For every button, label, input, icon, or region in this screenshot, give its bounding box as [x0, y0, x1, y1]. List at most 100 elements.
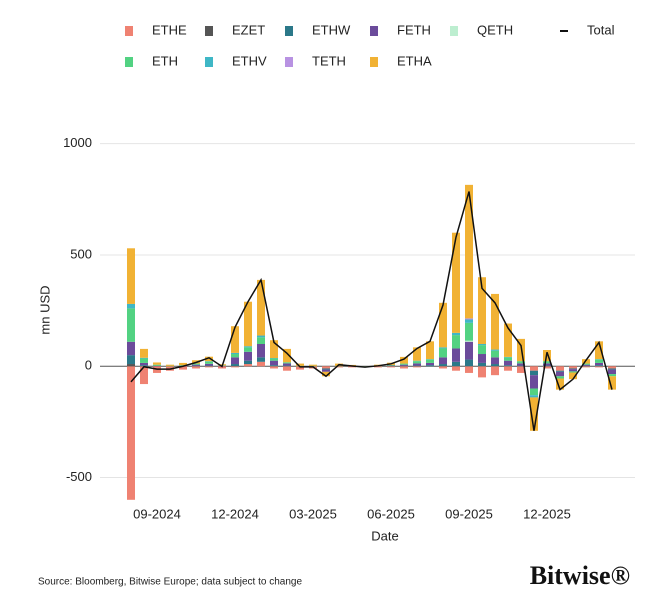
bar-segment	[387, 366, 395, 368]
legend-label: ETHW	[312, 22, 351, 37]
bar-segment	[205, 363, 213, 366]
bar-segment	[543, 363, 551, 366]
bar-segment	[504, 323, 512, 357]
bar-segment	[205, 366, 213, 368]
bar-segment	[608, 369, 616, 375]
bar-segment	[439, 302, 447, 348]
bar-segment	[400, 356, 408, 364]
legend-label: ETHE	[152, 22, 187, 37]
bar-segment	[465, 341, 473, 360]
legend-swatch	[205, 26, 213, 36]
bar-segment	[127, 366, 135, 500]
bar-segment	[569, 369, 577, 372]
legend-label: ETH	[152, 53, 178, 68]
bar-segment	[478, 362, 486, 367]
y-tick-label: 1000	[63, 135, 92, 150]
legend-swatch	[205, 57, 213, 67]
bar-segment	[244, 364, 252, 367]
bar-segment	[504, 357, 512, 361]
bar-segment	[205, 361, 213, 364]
bar-segment	[452, 232, 460, 333]
bar-segment	[569, 366, 577, 369]
legend-swatch	[285, 57, 293, 67]
legend-label: Total	[587, 22, 615, 37]
x-tick-label: 06-2025	[367, 506, 415, 521]
bar-segment	[452, 348, 460, 362]
bar-segment	[569, 371, 577, 373]
bar-segment	[530, 370, 538, 376]
bar-segment	[283, 348, 291, 363]
logo: Bitwise®	[530, 561, 630, 590]
bar-segment	[426, 359, 434, 363]
bar-segment	[296, 366, 304, 370]
legend-label: ETHA	[397, 53, 432, 68]
bar-segment	[439, 357, 447, 365]
bar-segment	[400, 363, 408, 365]
bar-segment	[140, 366, 148, 385]
bar-segment	[257, 357, 265, 362]
bar-segment	[166, 364, 174, 366]
y-tick-label: 0	[85, 358, 92, 373]
bar-segment	[517, 366, 525, 373]
bar-segment	[270, 358, 278, 361]
bar-segment	[140, 365, 148, 367]
bar-segment	[543, 366, 551, 369]
bar-segment	[231, 352, 239, 355]
bar-segment	[283, 362, 291, 364]
bar-segment	[257, 344, 265, 358]
bar-segment	[439, 347, 447, 349]
legend-label: QETH	[477, 22, 513, 37]
bar-segment	[504, 366, 512, 371]
bar-segment	[452, 361, 460, 367]
bar-segment	[478, 277, 486, 344]
bar-segment	[595, 365, 603, 367]
legend-swatch	[370, 26, 378, 36]
bar-segment	[413, 365, 421, 367]
bar-segment	[257, 279, 265, 336]
bar-segment	[413, 363, 421, 366]
bar-segment	[127, 341, 135, 356]
bar-segment	[283, 363, 291, 366]
bar-segment	[465, 359, 473, 367]
bar-segment	[491, 366, 499, 376]
source-note: Source: Bloomberg, Bitwise Europe; data …	[38, 577, 302, 588]
bar-segment	[244, 347, 252, 352]
bar-segment	[296, 363, 304, 366]
bar-segment	[426, 362, 434, 366]
bar-segment	[452, 366, 460, 371]
bar-segment	[400, 366, 408, 369]
legend-label: FETH	[397, 22, 431, 37]
x-tick-label: 12-2024	[211, 506, 259, 521]
bar-segment	[504, 360, 512, 366]
bar-segment	[452, 335, 460, 349]
bar-segment	[192, 364, 200, 366]
bar-segment	[465, 340, 473, 342]
bar-segment	[530, 388, 538, 396]
bar-segment	[465, 322, 473, 341]
bar-segment	[478, 354, 486, 363]
bar-segment	[465, 319, 473, 323]
bar-segment	[153, 364, 161, 366]
bar-segment	[270, 366, 278, 369]
bar-segment	[231, 357, 239, 365]
bar-segment	[608, 366, 616, 369]
bar-segment	[556, 366, 564, 371]
bar-segment	[595, 359, 603, 363]
bar-segment	[608, 368, 616, 370]
bar-segment	[413, 347, 421, 361]
bar-segment	[270, 340, 278, 359]
bar-segment	[140, 348, 148, 358]
bar-segment	[257, 335, 265, 338]
bar-segment	[153, 362, 161, 365]
bar-segment	[478, 344, 486, 346]
bar-segment	[608, 374, 616, 377]
bar-segment	[491, 364, 499, 367]
total-line	[130, 191, 613, 431]
bar-segment	[413, 361, 421, 364]
bar-segment	[192, 363, 200, 365]
bar-segment	[556, 378, 564, 390]
bar-segment	[439, 348, 447, 358]
bar-segment	[439, 364, 447, 367]
x-tick-label: 12-2025	[523, 506, 571, 521]
bar-segment	[530, 397, 538, 431]
